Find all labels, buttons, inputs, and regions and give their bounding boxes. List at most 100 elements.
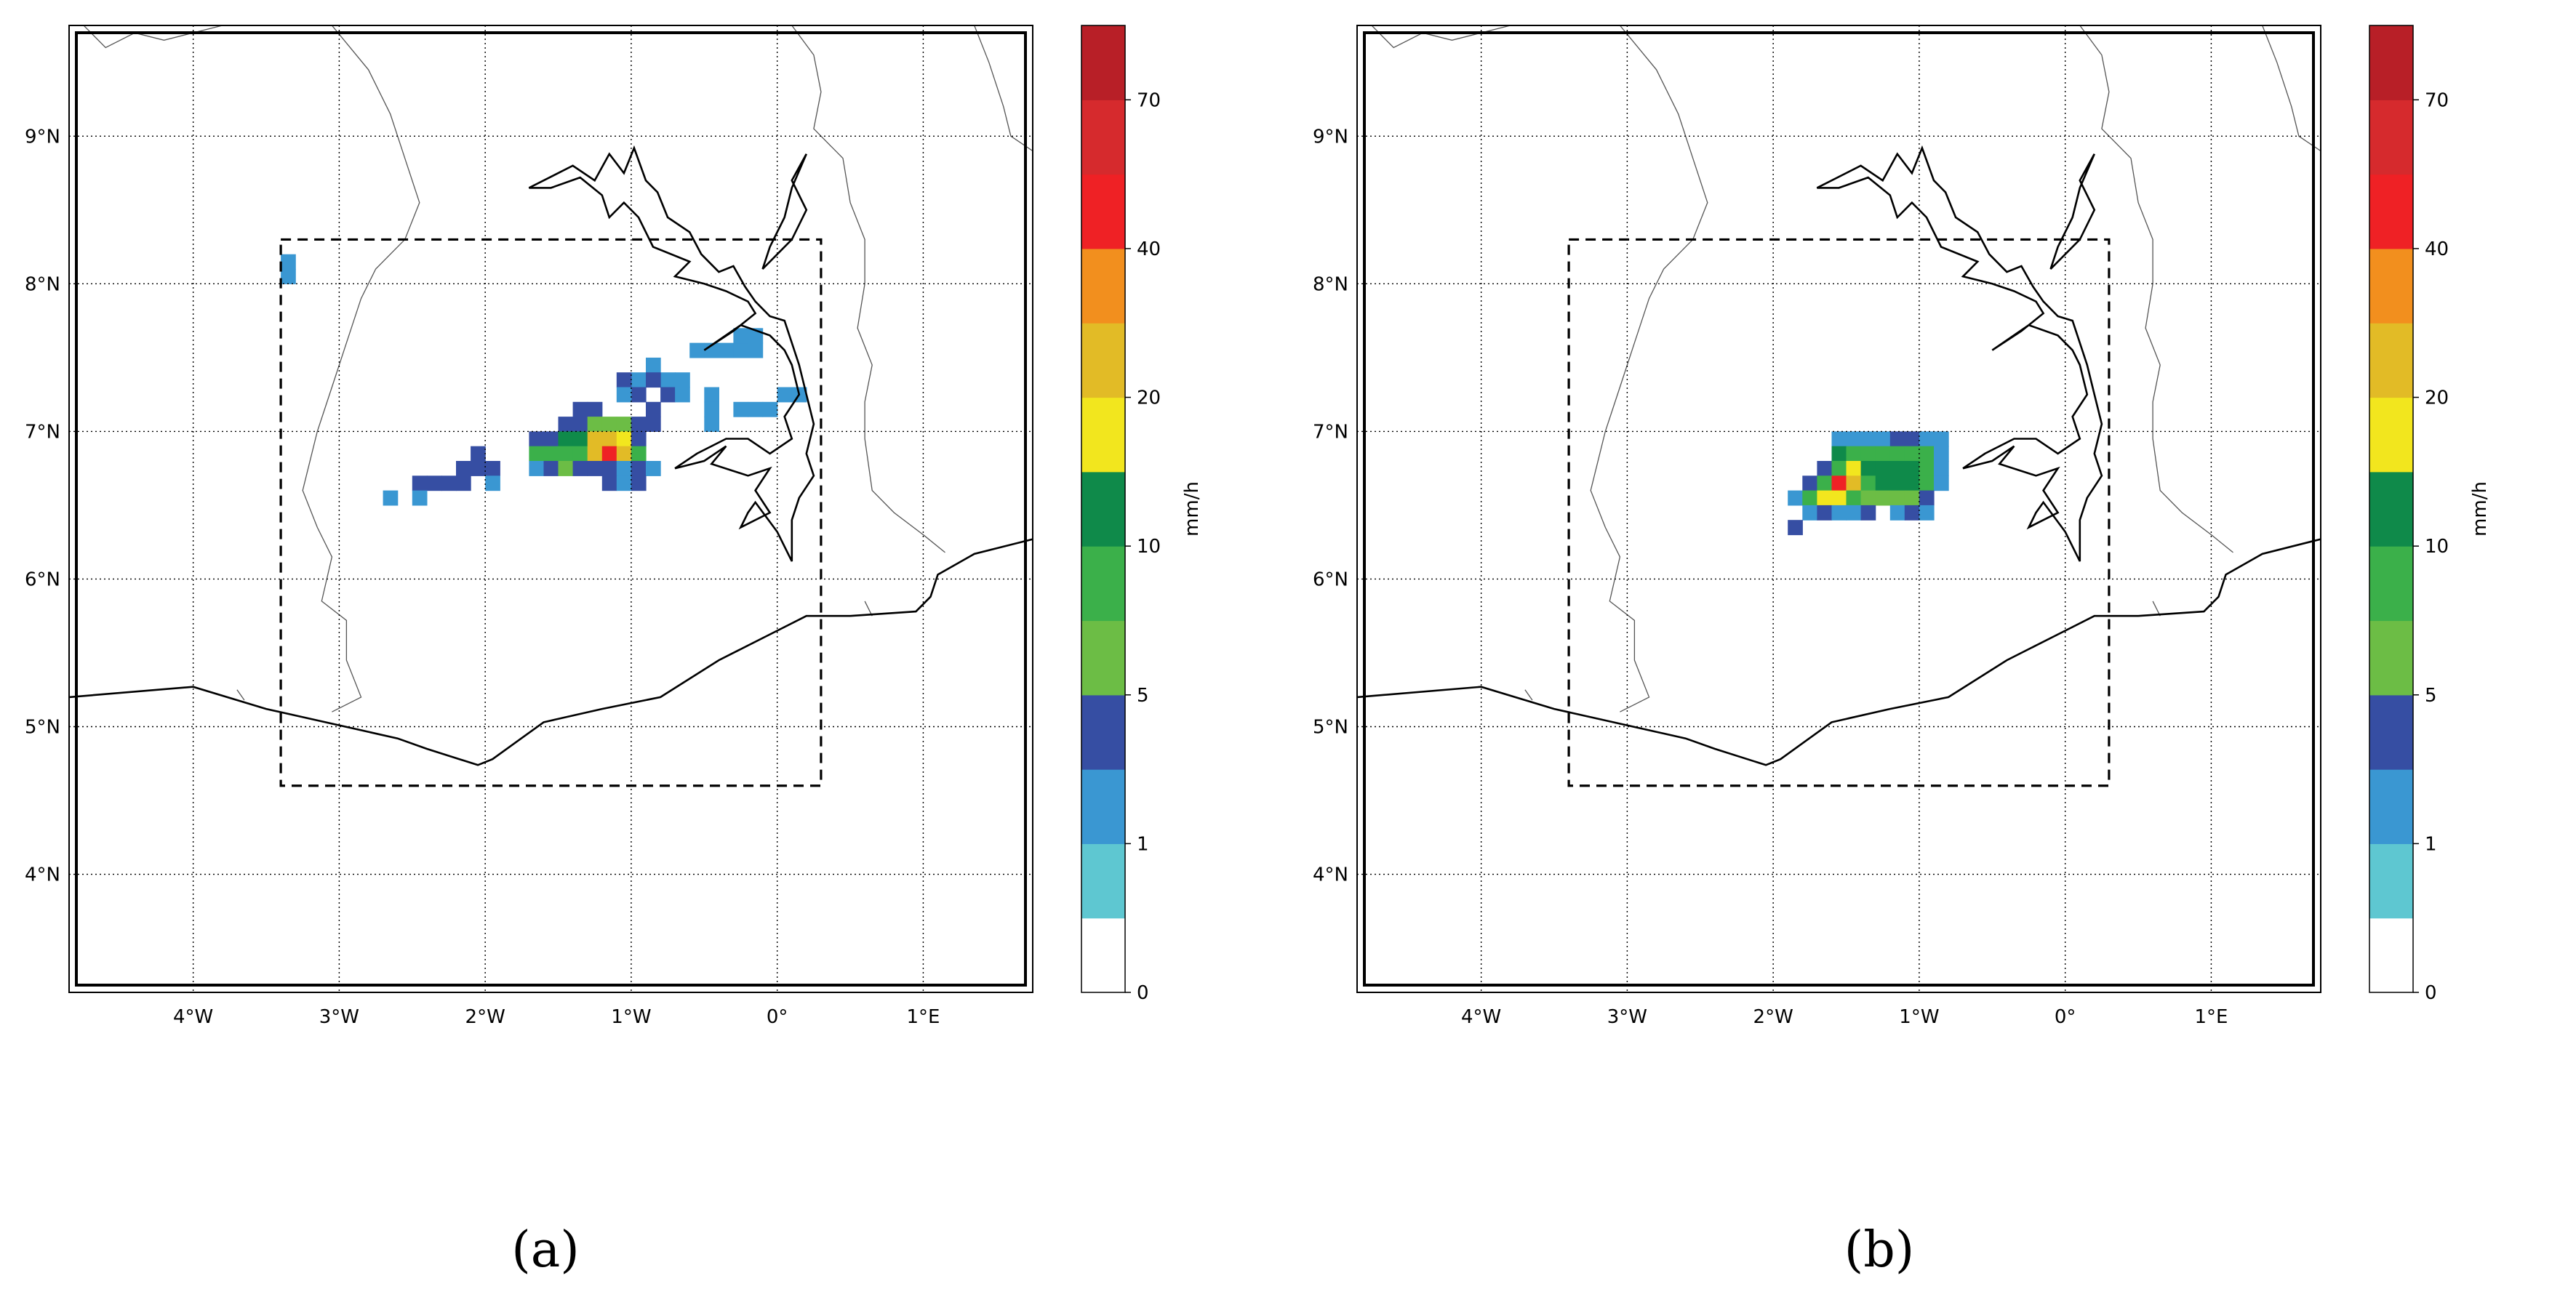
precip-cell [1919,505,1935,521]
precip-cell [631,431,647,447]
panel-b: 4°W 3°W 2°W 1°W 0° 1°E 4°N 5°N 6°N 7°N 8°N 9°N 0 1 5 10… [1288,0,2576,1302]
colorbar-tick-label: 40 [2425,238,2449,260]
precip-cell [1934,475,1949,491]
colorbar: 0 1 5 10 20 40 70 mm/h [1081,25,1203,1004]
precip-cell [1934,446,1949,462]
precip-cell [1802,490,1817,506]
precip-cell [1817,461,1833,476]
coastline [69,538,1033,766]
map-panel-b: 4°W 3°W 2°W 1°W 0° 1°E 4°N 5°N 6°N 7°N 8°N 9°N 0 1 5 10… [1313,25,2491,1028]
colorbar-band [1081,694,1125,770]
precip-cell [558,446,574,462]
precip-cell [1919,475,1935,491]
precip-cell [733,401,749,417]
precip-cell [1817,490,1833,506]
precip-cell [616,446,632,462]
precip-cell [1860,446,1876,462]
precip-cell [733,342,749,358]
precip-cell [1831,505,1847,521]
colorbar-band [1081,917,1125,993]
colorbar-band [1081,620,1125,696]
precip-cell [572,417,588,432]
precip-cell [646,401,661,417]
precip-cell [660,387,676,403]
panel-label-a: (a) [511,1221,580,1279]
precip-cell [704,387,719,403]
precip-cell [1919,461,1935,476]
precip-cell [1889,505,1905,521]
map-content [69,25,1033,992]
precip-cell [456,461,471,476]
precip-cell [1919,446,1935,462]
precip-cell [1831,490,1847,506]
precip-cell [1817,475,1833,491]
precip-cell [601,431,617,447]
precip-cell [616,461,632,476]
precip-cell [631,372,647,388]
colorbar-band [1081,769,1125,844]
colorbar-tick-label: 10 [2425,536,2449,558]
map-frame-outer [1356,25,2321,993]
lon-tick-label: 3°W [1607,1006,1647,1028]
precip-cell [1875,461,1891,476]
colorbar-band [2369,620,2413,696]
precip-cell [1846,431,1862,447]
precip-cell [616,475,632,491]
lon-tick-label: 1°E [906,1006,940,1028]
map-background [69,25,1033,992]
country-border [2079,25,2233,553]
precip-cell [1875,490,1891,506]
precip-cell [631,461,647,476]
precip-cell [587,431,603,447]
precip-cell [1817,505,1833,521]
precip-cell [762,401,778,417]
precip-cell [587,417,603,432]
colorbar-band [1081,397,1125,473]
precip-cell [1889,461,1905,476]
precip-cell [1860,475,1876,491]
precip-cell [1846,446,1862,462]
country-border [2152,601,2161,617]
precip-cell [587,401,603,417]
colorbar-tick-label: 1 [1137,833,1149,855]
lon-tick-label: 2°W [1753,1006,1793,1028]
panel-label-b: (b) [1844,1221,1915,1279]
colorbar-tick-label: 0 [2425,982,2437,1004]
country-border [1590,25,1708,712]
precip-cell [1831,475,1847,491]
colorbar-band [2369,471,2413,547]
precip-cell [412,475,428,491]
lon-tick-label: 3°W [319,1006,359,1028]
colorbar-band [1081,471,1125,547]
precip-cell [1860,505,1876,521]
colorbar-band [1081,174,1125,249]
lat-tick-label: 9°N [25,126,60,148]
precip-cell [1889,431,1905,447]
colorbar-tick-label: 70 [2425,89,2449,111]
precip-cell [572,461,588,476]
colorbar-tick-label: 1 [2425,833,2437,855]
colorbar-band [2369,769,2413,844]
precip-cell [616,417,632,432]
colorbar-band [2369,25,2413,100]
map-content [1357,25,2321,992]
precip-cell [1846,505,1862,521]
lon-tick-label: 4°W [173,1006,213,1028]
map-frame-inner [1363,31,2315,987]
colorbar-band [1081,323,1125,398]
precip-cell [1889,475,1905,491]
precip-cell [704,401,719,417]
colorbar-tick-label: 5 [2425,685,2437,707]
lat-tick-label: 9°N [1313,126,1348,148]
country-border [974,25,1033,152]
lat-tick-label: 5°N [25,717,60,739]
precip-cell [1934,431,1949,447]
precip-cell [689,342,705,358]
colorbar-frame [1081,25,1126,993]
colorbar-tick-label: 70 [1137,89,1161,111]
precip-cell [529,431,545,447]
precip-cell [587,446,603,462]
precip-cell [281,254,296,270]
precip-cell [631,417,647,432]
colorbar-tick-label: 20 [1137,388,1161,409]
